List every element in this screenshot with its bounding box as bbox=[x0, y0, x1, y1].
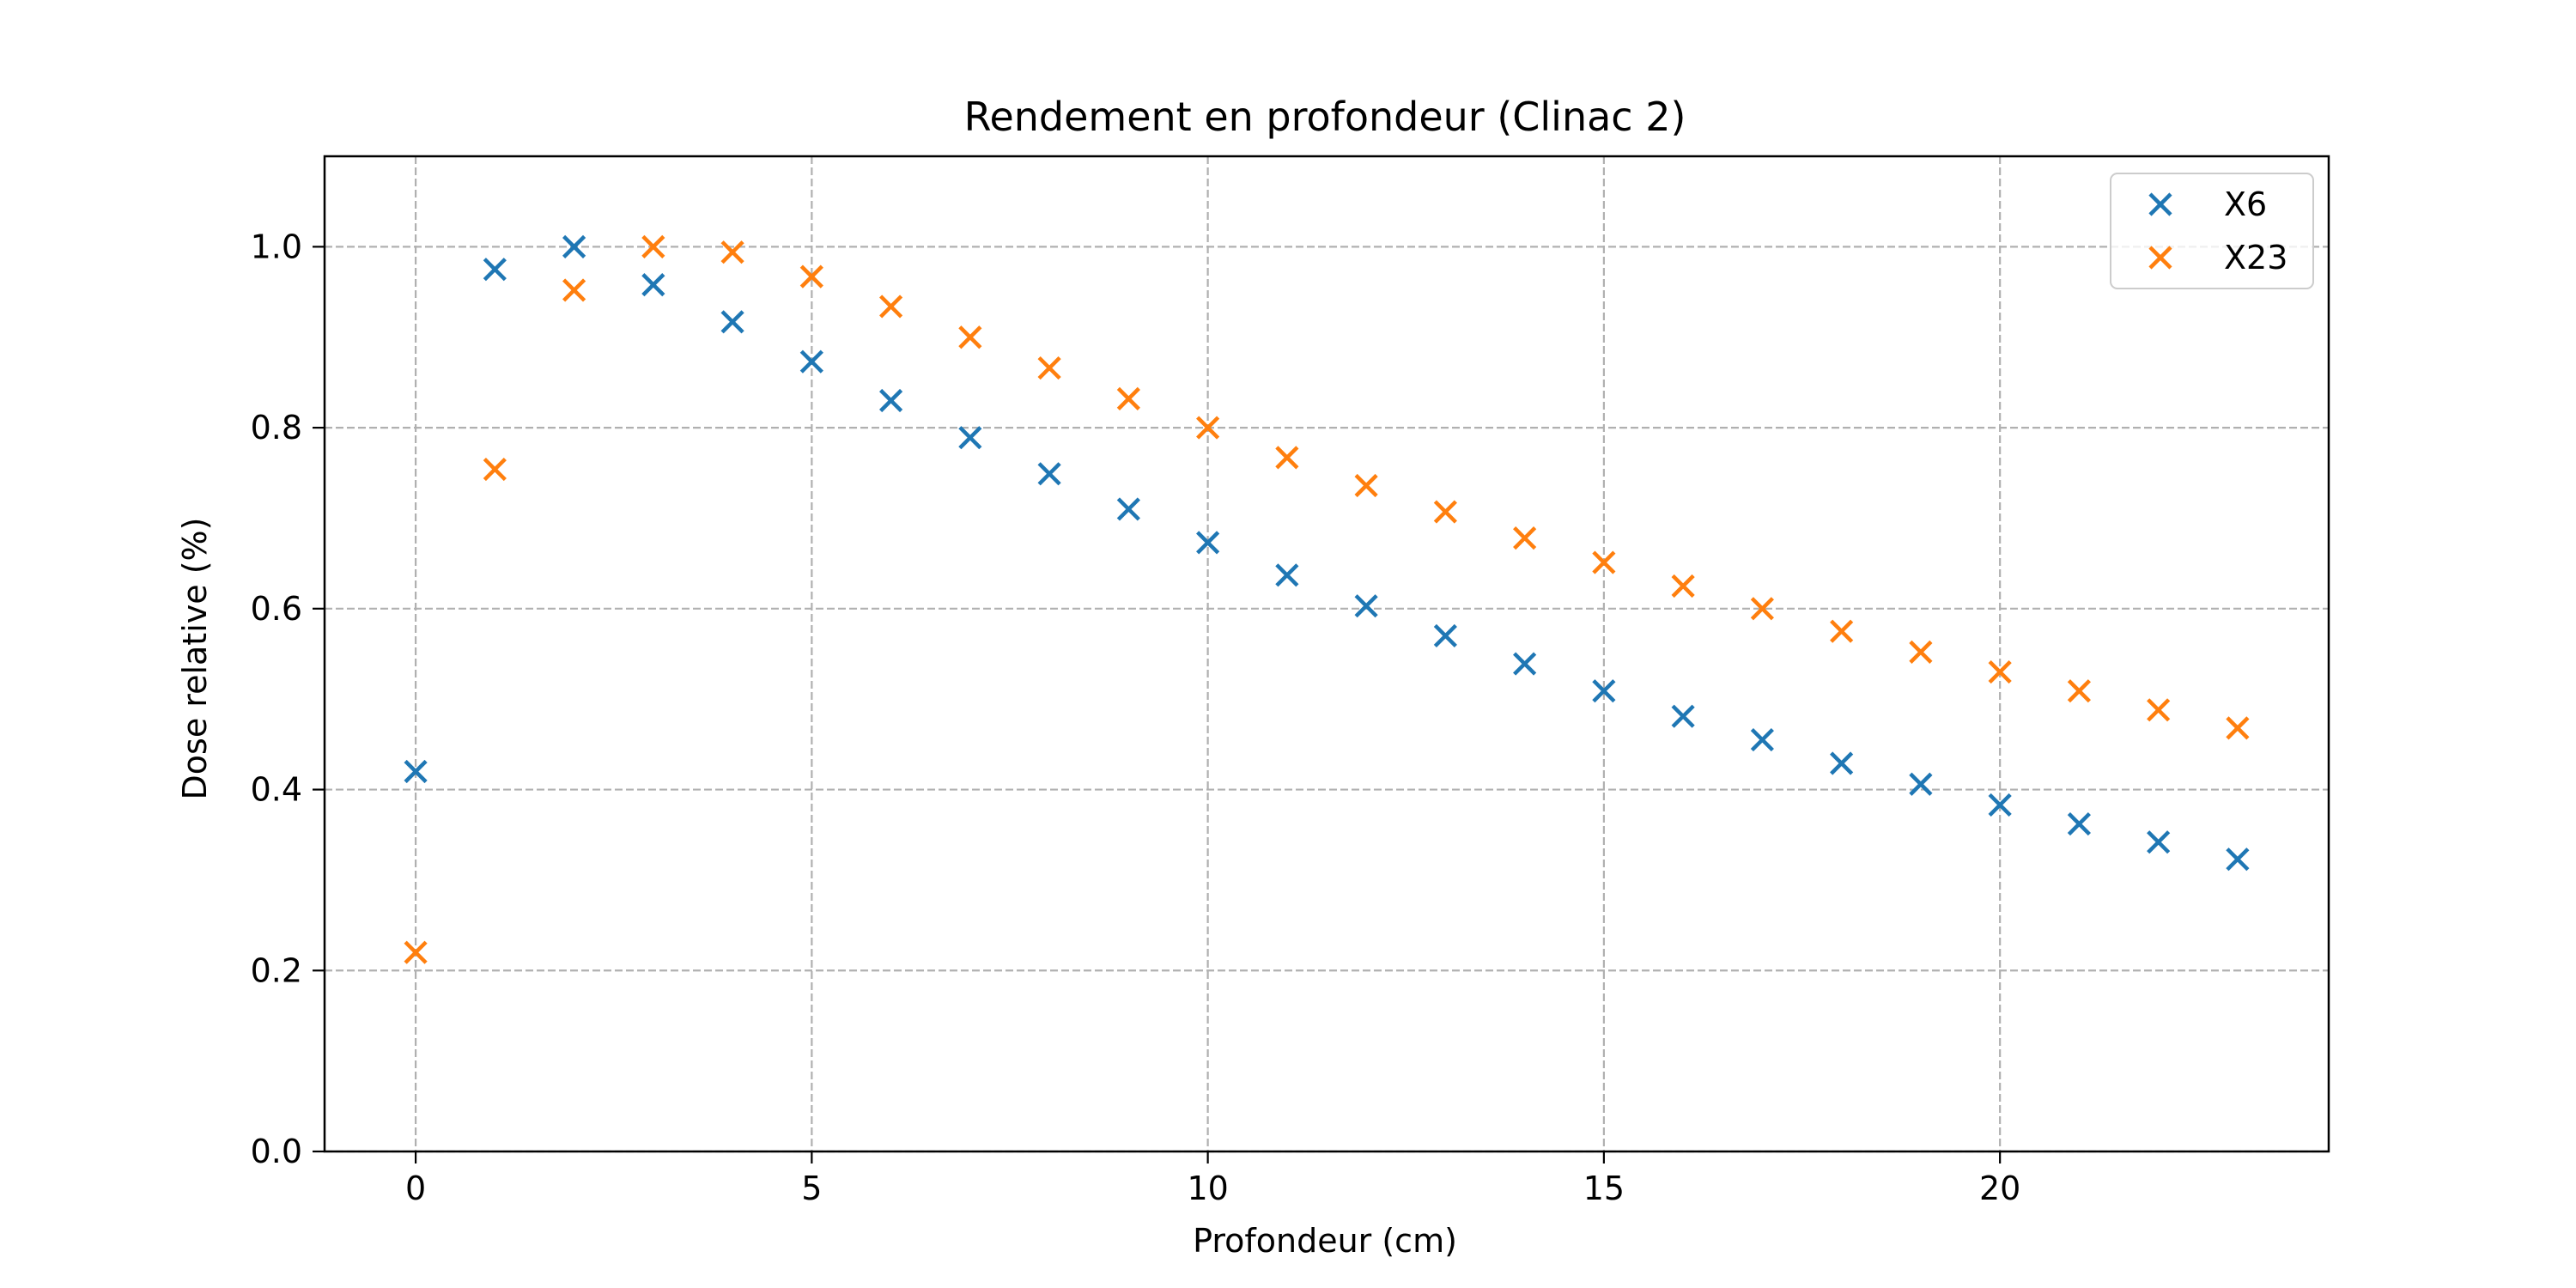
y-tick-label: 0.2 bbox=[251, 951, 302, 989]
data-point-x6 bbox=[641, 273, 665, 297]
data-point-x23 bbox=[1037, 355, 1061, 380]
data-point-x6 bbox=[2147, 830, 2171, 854]
x-tick-label: 5 bbox=[801, 1170, 822, 1207]
data-point-x23 bbox=[879, 295, 903, 319]
data-points bbox=[404, 234, 2250, 964]
data-point-x23 bbox=[1988, 659, 2012, 684]
data-point-x6 bbox=[562, 234, 586, 258]
data-point-x6 bbox=[1354, 594, 1378, 618]
data-point-x6 bbox=[1988, 793, 2012, 817]
data-point-x23 bbox=[799, 264, 823, 289]
y-tick-label: 1.0 bbox=[251, 228, 302, 265]
data-point-x23 bbox=[2147, 698, 2171, 722]
data-point-x23 bbox=[1830, 619, 1854, 643]
x-tick-label: 10 bbox=[1187, 1170, 1228, 1207]
data-point-x23 bbox=[1909, 640, 1933, 664]
data-point-x23 bbox=[483, 457, 507, 482]
data-point-x6 bbox=[2067, 811, 2091, 836]
data-point-x23 bbox=[958, 325, 982, 349]
data-point-x23 bbox=[1116, 386, 1140, 410]
data-point-x23 bbox=[404, 940, 428, 964]
chart-title: Rendement en profondeur (Clinac 2) bbox=[964, 94, 1686, 140]
data-point-x23 bbox=[1592, 550, 1616, 574]
x-axis-label: Profondeur (cm) bbox=[1193, 1222, 1457, 1260]
data-point-x6 bbox=[1671, 704, 1695, 728]
x-axis-ticks: 0 5 10 15 20 bbox=[405, 1151, 2020, 1207]
data-point-x23 bbox=[2067, 679, 2091, 703]
data-point-x6 bbox=[1909, 772, 1933, 796]
data-point-x6 bbox=[1275, 563, 1299, 587]
data-point-x23 bbox=[562, 278, 586, 302]
y-tick-label: 0.4 bbox=[251, 771, 302, 809]
y-axis-ticks: 0.0 0.2 0.4 0.6 0.8 1.0 bbox=[251, 228, 325, 1170]
data-point-x23 bbox=[641, 234, 665, 258]
data-point-x6 bbox=[2226, 848, 2250, 872]
legend-label-x6: X6 bbox=[2224, 185, 2267, 223]
data-point-x6 bbox=[799, 349, 823, 374]
data-point-x23 bbox=[1196, 416, 1220, 440]
data-point-x6 bbox=[958, 426, 982, 450]
data-point-x23 bbox=[1671, 574, 1695, 598]
data-point-x23 bbox=[1354, 473, 1378, 498]
y-tick-label: 0.8 bbox=[251, 409, 302, 447]
data-point-x23 bbox=[720, 240, 744, 264]
data-point-x23 bbox=[1433, 500, 1457, 524]
x-tick-label: 20 bbox=[1979, 1170, 2020, 1207]
data-point-x6 bbox=[1196, 531, 1220, 555]
data-point-x6 bbox=[1592, 679, 1616, 703]
data-point-x6 bbox=[1116, 497, 1140, 521]
data-point-x6 bbox=[720, 310, 744, 334]
series-x23 bbox=[404, 234, 2250, 964]
legend-marker-x23 bbox=[2148, 246, 2172, 270]
data-point-x23 bbox=[1513, 526, 1537, 550]
y-tick-label: 0.6 bbox=[251, 590, 302, 628]
plot-frame bbox=[323, 155, 2330, 1153]
data-point-x23 bbox=[1750, 597, 1774, 621]
data-point-x23 bbox=[1275, 446, 1299, 470]
legend-marker-x6 bbox=[2148, 192, 2172, 216]
y-axis-label: Dose relative (%) bbox=[176, 518, 214, 800]
data-point-x6 bbox=[404, 759, 428, 784]
data-point-x6 bbox=[1513, 652, 1537, 676]
data-point-x6 bbox=[1750, 728, 1774, 752]
series-x6 bbox=[404, 234, 2250, 872]
y-tick-label: 0.0 bbox=[251, 1133, 302, 1170]
data-point-x6 bbox=[1830, 751, 1854, 775]
x-tick-label: 15 bbox=[1583, 1170, 1625, 1207]
data-point-x6 bbox=[1433, 623, 1457, 648]
data-point-x23 bbox=[2226, 716, 2250, 740]
data-point-x6 bbox=[483, 258, 507, 282]
data-point-x6 bbox=[879, 388, 903, 413]
legend-label-x23: X23 bbox=[2224, 239, 2287, 276]
x-tick-label: 0 bbox=[405, 1170, 426, 1207]
data-point-x6 bbox=[1037, 462, 1061, 486]
